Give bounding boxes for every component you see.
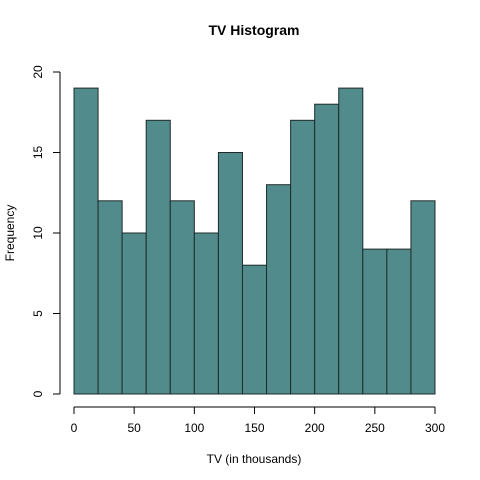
y-tick-label: 20 bbox=[31, 65, 45, 79]
histogram-bar bbox=[314, 103, 340, 395]
x-tick-label: 250 bbox=[365, 421, 385, 435]
x-tick-label: 50 bbox=[127, 421, 141, 435]
histogram-bar bbox=[290, 119, 316, 395]
y-tick-label: 15 bbox=[31, 146, 45, 160]
histogram-bar bbox=[217, 152, 243, 395]
histogram-bar bbox=[386, 248, 412, 395]
histogram-bar bbox=[73, 87, 99, 395]
histogram-bar bbox=[241, 264, 268, 395]
histogram-bar bbox=[121, 232, 147, 395]
y-axis: 0 5 10 15 20 bbox=[31, 65, 61, 397]
x-tick-label: 150 bbox=[244, 421, 264, 435]
histogram-bar bbox=[266, 184, 292, 395]
x-tick-label: 100 bbox=[184, 421, 204, 435]
histogram-bar bbox=[338, 87, 364, 395]
histogram-bar bbox=[362, 248, 388, 395]
histogram-bar bbox=[97, 200, 123, 395]
x-tick-label: 0 bbox=[71, 421, 78, 435]
x-axis-label: TV (in thousands) bbox=[207, 452, 302, 466]
histogram-bar bbox=[145, 119, 171, 395]
histogram-bar bbox=[193, 232, 219, 395]
y-tick-label: 5 bbox=[31, 310, 45, 317]
y-tick-label: 10 bbox=[31, 226, 45, 240]
x-tick-label: 300 bbox=[425, 421, 445, 435]
bars-group bbox=[73, 87, 436, 395]
x-axis: 0 50 100 150 200 250 300 bbox=[71, 406, 445, 435]
histogram-bar bbox=[169, 200, 195, 395]
histogram-bar bbox=[410, 200, 436, 395]
x-tick-label: 200 bbox=[305, 421, 325, 435]
chart-title: TV Histogram bbox=[208, 22, 299, 38]
y-tick-label: 0 bbox=[31, 390, 45, 397]
y-axis-label: Frequency bbox=[3, 205, 17, 262]
